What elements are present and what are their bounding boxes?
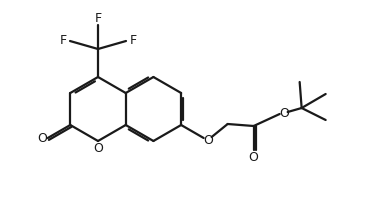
Text: O: O [93, 141, 103, 155]
Text: F: F [94, 13, 102, 26]
Text: F: F [60, 35, 67, 48]
Text: O: O [204, 133, 214, 146]
Text: O: O [37, 132, 47, 145]
Text: O: O [249, 151, 259, 163]
Text: O: O [280, 107, 290, 120]
Text: F: F [129, 35, 136, 48]
